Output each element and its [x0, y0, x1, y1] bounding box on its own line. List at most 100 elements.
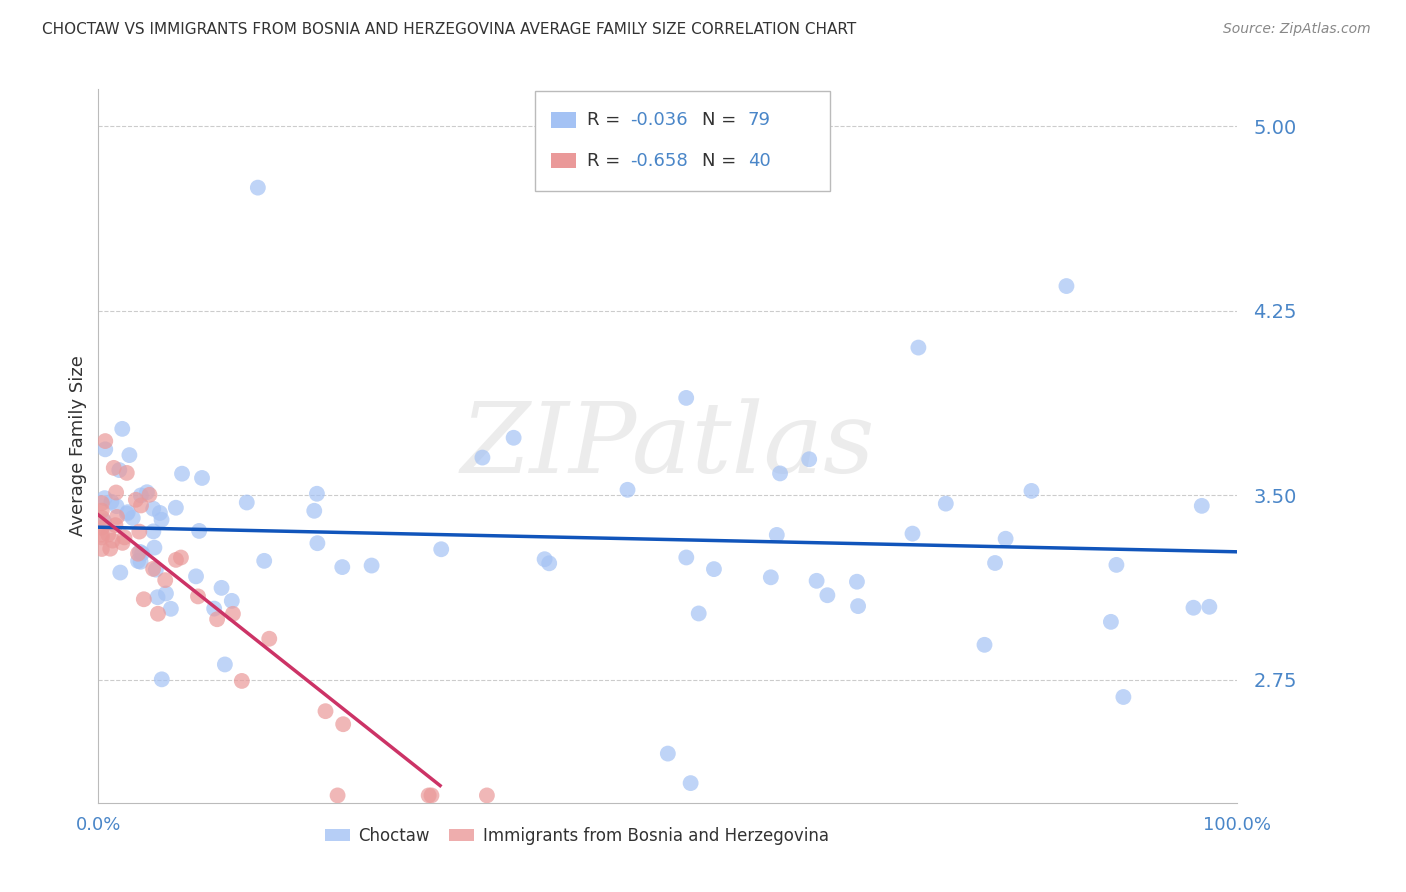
Point: [307, 536, 329, 550]
Point: [115, 466, 138, 480]
Point: [136, 485, 159, 500]
Point: [304, 504, 326, 518]
Point: [191, 471, 214, 485]
Point: [100, 495, 122, 509]
Point: [97, 527, 120, 541]
Point: [187, 590, 209, 604]
Point: [806, 574, 828, 588]
Point: [150, 513, 173, 527]
Point: [211, 581, 233, 595]
Point: [188, 524, 211, 538]
Point: [1099, 615, 1122, 629]
FancyBboxPatch shape: [534, 91, 830, 191]
Point: [184, 569, 207, 583]
Point: [105, 510, 128, 524]
Point: [131, 546, 153, 560]
Bar: [551, 153, 575, 169]
Point: [222, 607, 245, 621]
Text: CHOCTAW VS IMMIGRANTS FROM BOSNIA AND HERZEGOVINA AVERAGE FAMILY SIZE CORRELATIO: CHOCTAW VS IMMIGRANTS FROM BOSNIA AND HE…: [42, 22, 856, 37]
Point: [1198, 599, 1220, 614]
Point: [1191, 499, 1213, 513]
Point: [101, 533, 124, 548]
Point: [533, 552, 555, 566]
Point: [994, 532, 1017, 546]
Point: [145, 563, 167, 577]
Point: [103, 461, 125, 475]
Point: [799, 452, 821, 467]
Point: [769, 467, 792, 481]
Point: [815, 588, 838, 602]
Point: [1105, 558, 1128, 572]
Point: [418, 789, 440, 803]
Point: [111, 422, 134, 436]
Point: [1056, 279, 1078, 293]
Point: [150, 673, 173, 687]
Point: [108, 463, 131, 477]
Point: [935, 497, 957, 511]
Text: N =: N =: [702, 111, 742, 128]
Point: [142, 524, 165, 539]
Point: [155, 573, 177, 587]
Point: [128, 524, 150, 539]
Point: [765, 528, 787, 542]
Point: [146, 591, 169, 605]
Point: [143, 541, 166, 555]
Point: [538, 557, 561, 571]
Point: [111, 536, 134, 550]
Point: [253, 554, 276, 568]
Point: [138, 488, 160, 502]
Point: [93, 514, 115, 528]
Point: [907, 341, 929, 355]
Point: [129, 499, 152, 513]
Point: [846, 599, 869, 613]
Point: [94, 434, 117, 448]
Point: [94, 442, 117, 457]
Point: [127, 554, 149, 568]
Text: R =: R =: [586, 111, 626, 128]
Point: [142, 501, 165, 516]
Point: [675, 550, 697, 565]
Text: 40: 40: [748, 152, 770, 169]
Point: [98, 541, 121, 556]
Point: [616, 483, 638, 497]
Point: [430, 542, 453, 557]
Point: [688, 607, 710, 621]
Point: [759, 570, 782, 584]
Text: N =: N =: [702, 152, 742, 169]
Bar: [551, 112, 575, 128]
Point: [132, 592, 155, 607]
Point: [114, 530, 136, 544]
Text: 79: 79: [748, 111, 770, 128]
Point: [146, 607, 169, 621]
Point: [703, 562, 725, 576]
Point: [1112, 690, 1135, 704]
Point: [118, 448, 141, 462]
Point: [1021, 483, 1043, 498]
Point: [115, 507, 138, 521]
Point: [360, 558, 382, 573]
Point: [984, 556, 1007, 570]
Text: -0.658: -0.658: [630, 152, 688, 169]
Y-axis label: Average Family Size: Average Family Size: [69, 356, 87, 536]
Point: [202, 601, 225, 615]
Point: [117, 505, 139, 519]
Point: [142, 562, 165, 576]
Point: [105, 499, 128, 513]
Point: [90, 496, 112, 510]
Point: [471, 450, 494, 465]
Point: [129, 545, 152, 559]
Point: [420, 789, 443, 803]
Point: [901, 526, 924, 541]
Point: [973, 638, 995, 652]
Point: [205, 612, 228, 626]
Point: [90, 503, 112, 517]
Point: [90, 531, 112, 545]
Point: [170, 550, 193, 565]
Point: [149, 506, 172, 520]
Point: [90, 527, 112, 541]
Point: [170, 467, 193, 481]
Point: [155, 586, 177, 600]
Point: [305, 487, 328, 501]
Text: ZIPatlas: ZIPatlas: [461, 399, 875, 493]
Point: [105, 485, 128, 500]
